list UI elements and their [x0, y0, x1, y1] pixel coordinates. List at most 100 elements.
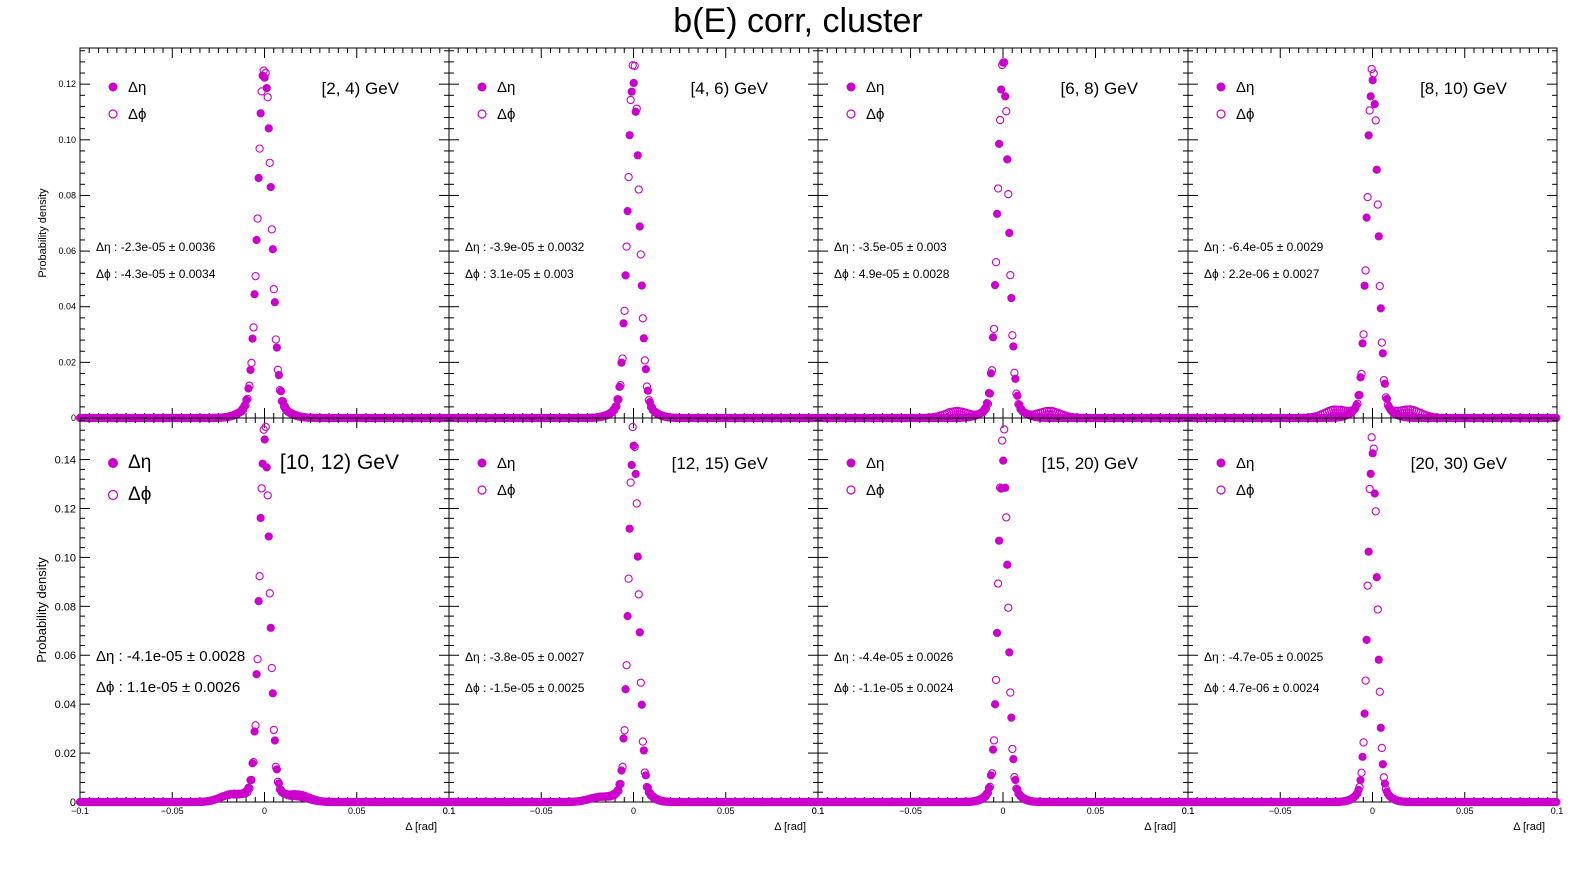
- panel-2-legend-phi-label: Δϕ: [497, 106, 515, 123]
- panel-1-phi-point: [269, 285, 278, 294]
- panel-6-eta-point: [633, 552, 642, 561]
- panel-1-phi-point: [275, 386, 285, 395]
- panel-6-eta-point: [635, 628, 644, 637]
- figure-title: b(E) corr, cluster: [673, 2, 923, 40]
- panel-4-phi-point: [1353, 399, 1362, 408]
- panel-5-eta-point: [250, 727, 259, 736]
- panel-2-eta-point: [637, 281, 646, 290]
- panel-5-ytick-label: 0.12: [55, 503, 76, 515]
- panel-2-eta-point: [625, 131, 634, 140]
- panel-7-eta-point: [1003, 560, 1012, 569]
- panel-6-xlabel: Δ [rad]: [774, 821, 806, 833]
- panel-4-phi-point: [1381, 393, 1391, 402]
- panel-8-phi-point: [1377, 743, 1386, 753]
- panel-4-eta-point: [1374, 232, 1383, 241]
- panel-5-ytick-label: 0.02: [55, 748, 76, 760]
- panel-3-eta-point: [990, 280, 1000, 290]
- panel-4-eta-point: [1378, 349, 1387, 358]
- panel-7-eta-point: [995, 536, 1004, 545]
- panel-5-eta-point: [256, 513, 265, 523]
- panel-1-phi-point: [261, 68, 270, 78]
- panel-6-eta-point: [631, 469, 640, 479]
- panel-6-phi-point: [636, 678, 645, 687]
- panel-1-legend-eta-label: Δη: [128, 79, 146, 96]
- panel-1-legend-phi-marker: [108, 109, 118, 119]
- panel-8-eta-point: [1358, 752, 1367, 761]
- panel-5-phi-point: [263, 491, 272, 500]
- panel-2-eta-point: [627, 87, 636, 96]
- panel-2-phi-point: [650, 408, 660, 417]
- panel-2-phi-point: [624, 172, 633, 182]
- panel-1-phi-point: [271, 335, 280, 344]
- panel-6-eta-point: [637, 700, 646, 709]
- panel-6-phi-point: [634, 590, 643, 599]
- panel-2-phi-point: [630, 61, 639, 70]
- panel-5-phi-point: [267, 663, 276, 673]
- panel-3-phi-point: [979, 407, 989, 416]
- panel-7-legend-phi-marker: [846, 485, 856, 495]
- panel-6-energy-label: [12, 15) GeV: [672, 454, 769, 473]
- panel-1-eta-point: [250, 290, 259, 299]
- panel-6-eta-point: [621, 685, 630, 694]
- panel-5-eta-point: [264, 532, 273, 541]
- panel-6-legend-phi-label: Δϕ: [497, 482, 515, 499]
- panel-7-legend-eta-marker: [846, 458, 856, 468]
- panel-4-phi-point: [1369, 69, 1378, 78]
- panel-7-eta-point: [1007, 713, 1016, 722]
- panel-3-frame: [817, 47, 1189, 419]
- panel-7-eta-point: [990, 700, 1000, 709]
- panel-7-legend-eta-label: Δη: [866, 455, 884, 472]
- panel-5-phi-point: [265, 589, 274, 598]
- panel-8-xlabel: Δ [rad]: [1513, 821, 1545, 833]
- panel-8-legend-eta-marker: [1216, 458, 1226, 468]
- panel-1-ytick-label: 0.10: [58, 135, 76, 145]
- panel-4-legend-phi-marker: [1216, 109, 1226, 119]
- panel-6-xtick-label: 0: [631, 806, 636, 816]
- panel-6-xtick-label: 0.05: [717, 806, 735, 816]
- panel-4-stats-eta: Δη : -6.4e-05 ± 0.0029: [1204, 240, 1324, 254]
- panel-1-stats-eta: Δη : -2.3e-05 ± 0.0036: [96, 240, 216, 254]
- panel-1-ytick-label: 0.08: [58, 190, 76, 200]
- panel-6-legend-phi-marker: [477, 485, 487, 495]
- panel-3-eta-point: [995, 139, 1004, 148]
- panel-5-ytick-label: 0.14: [55, 455, 76, 467]
- panel-8-xtick-label: −0.05: [1269, 806, 1292, 816]
- panel-1-ytick-label: 0: [71, 413, 76, 423]
- panel-6-phi-point: [626, 478, 635, 487]
- panel-1-phi-point: [267, 225, 276, 234]
- panel-8-phi-point: [1367, 433, 1376, 442]
- panel-7-xlabel: Δ [rad]: [1144, 821, 1176, 833]
- panel-2-phi-point: [618, 354, 627, 363]
- panel-4-phi-point: [1365, 106, 1374, 115]
- panel-1-ylabel: Probability density: [37, 188, 49, 278]
- panel-3-phi-point: [1004, 190, 1013, 199]
- panel-4-phi-point: [1363, 192, 1372, 202]
- panel-4-phi-point: [1349, 405, 1358, 414]
- panel-6-legend-eta-label: Δη: [497, 455, 515, 472]
- panel-5-ytick-label: 0.06: [55, 650, 76, 662]
- panel-3-eta-point: [1009, 342, 1018, 351]
- panel-3-eta-point: [1005, 228, 1014, 238]
- panel-3-phi-point: [1014, 400, 1023, 409]
- panel-1-phi-point: [273, 365, 283, 374]
- panel-8-eta-point: [1376, 723, 1385, 732]
- panel-8-eta-point: [1366, 469, 1375, 478]
- panel-4-phi-point: [1351, 403, 1360, 413]
- panel-3-phi-point: [1010, 368, 1019, 377]
- panel-6-phi-point: [638, 737, 647, 746]
- panel-5-phi-point: [255, 572, 264, 581]
- panel-3-phi-point: [985, 389, 995, 398]
- panel-1-phi-point: [247, 358, 256, 368]
- panel-2-eta-point: [619, 319, 628, 328]
- panel-2-phi-point: [620, 306, 629, 315]
- panel-3-phi-point: [995, 115, 1005, 125]
- panel-3-phi-point: [987, 366, 997, 375]
- panel-6-eta-point: [625, 524, 634, 533]
- panel-3-eta-point: [997, 85, 1006, 94]
- panel-8-phi-point: [1373, 605, 1382, 614]
- panel-7-phi-point: [1000, 425, 1009, 434]
- panel-6-legend-eta-marker: [477, 458, 487, 468]
- panel-3-stats-eta: Δη : -3.5e-05 ± 0.003: [834, 240, 947, 254]
- panel-5-eta-point: [266, 623, 275, 632]
- panel-4-stats-phi: Δϕ : 2.2e-06 ± 0.0027: [1204, 267, 1320, 281]
